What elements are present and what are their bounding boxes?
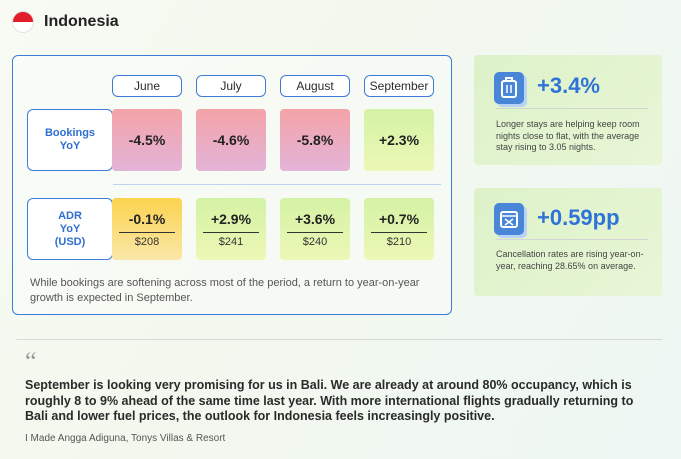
adr-cell-september: +0.7% $210 — [364, 198, 434, 260]
kpi-cancel-value: +0.59pp — [537, 205, 620, 230]
bookings-value: -4.5% — [128, 132, 166, 148]
calendar-cancel-icon — [494, 203, 524, 235]
table-note: While bookings are softening across most… — [30, 277, 420, 304]
page-title: Indonesia — [44, 13, 119, 30]
adr-value: +2.9% — [210, 210, 252, 227]
month-header-august: August — [280, 75, 350, 97]
kpi-card-stay: +3.4% Longer stays are helping keep room… — [474, 55, 662, 165]
kpi-stay-description: Longer stays are helping keep room night… — [496, 119, 640, 152]
bookings-label-line2: YoY — [59, 140, 81, 152]
month-header-july: July — [196, 75, 266, 97]
kpi-stay-value: +3.4% — [537, 73, 600, 98]
row-divider — [113, 184, 441, 185]
adr-label-line3: (USD) — [54, 235, 86, 248]
adr-value: -0.1% — [128, 210, 166, 227]
kpi-card-cancellation: +0.59pp Cancellation rates are rising ye… — [474, 188, 662, 296]
kpi-divider — [496, 239, 648, 240]
adr-row-label: ADR YoY (USD) — [27, 198, 113, 260]
adr-amount: $210 — [371, 231, 427, 248]
adr-value: +0.7% — [378, 210, 420, 227]
luggage-icon — [494, 72, 524, 104]
adr-amount: $240 — [287, 231, 343, 248]
metrics-table-panel: June July August September Bookings YoY … — [12, 55, 452, 315]
adr-value: +3.6% — [294, 210, 336, 227]
bookings-row-label: Bookings YoY — [27, 109, 113, 171]
bookings-cell-september: +2.3% — [364, 109, 434, 171]
adr-label-line1: ADR — [58, 209, 82, 222]
adr-cell-august: +3.6% $240 — [280, 198, 350, 260]
page-header: Indonesia — [12, 10, 119, 34]
adr-label-line2: YoY — [59, 222, 81, 235]
bookings-label-line1: Bookings — [44, 127, 96, 139]
month-header-june: June — [112, 75, 182, 97]
kpi-divider — [496, 108, 648, 109]
bookings-cell-august: -5.8% — [280, 109, 350, 171]
kpi-cancel-description: Cancellation rates are rising year-on-ye… — [496, 249, 644, 271]
bookings-value: -5.8% — [296, 132, 334, 148]
testimonial-quote: September is looking very promising for … — [25, 378, 634, 423]
bookings-cell-june: -4.5% — [112, 109, 182, 171]
adr-cell-july: +2.9% $241 — [196, 198, 266, 260]
bookings-cell-july: -4.6% — [196, 109, 266, 171]
month-header-september: September — [364, 75, 434, 97]
indonesia-flag-icon — [12, 11, 34, 33]
testimonial-attribution: I Made Angga Adiguna, Tonys Villas & Res… — [25, 433, 226, 444]
quote-mark-icon: “ — [25, 347, 37, 376]
adr-amount: $241 — [203, 231, 259, 248]
adr-amount: $208 — [119, 231, 175, 248]
adr-cell-june: -0.1% $208 — [112, 198, 182, 260]
bookings-value: +2.3% — [378, 132, 420, 148]
section-divider — [16, 339, 662, 340]
bookings-value: -4.6% — [212, 132, 250, 148]
